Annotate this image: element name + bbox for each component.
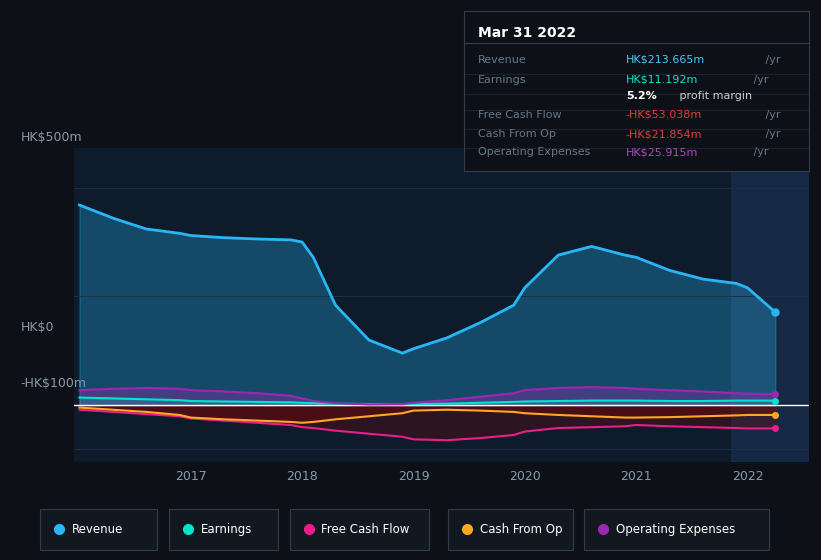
Text: 5.2%: 5.2%: [626, 91, 657, 101]
Text: /yr: /yr: [763, 110, 781, 120]
Text: -HK$21.854m: -HK$21.854m: [626, 129, 703, 139]
Text: HK$500m: HK$500m: [21, 130, 82, 144]
Text: Revenue: Revenue: [478, 55, 526, 65]
Text: -HK$53.038m: -HK$53.038m: [626, 110, 702, 120]
Text: Mar 31 2022: Mar 31 2022: [478, 26, 576, 40]
FancyBboxPatch shape: [290, 509, 429, 550]
Text: /yr: /yr: [763, 129, 781, 139]
Text: Earnings: Earnings: [200, 522, 252, 536]
FancyBboxPatch shape: [585, 509, 769, 550]
Text: Revenue: Revenue: [72, 522, 123, 536]
Text: Earnings: Earnings: [478, 75, 526, 85]
FancyBboxPatch shape: [448, 509, 573, 550]
FancyBboxPatch shape: [169, 509, 278, 550]
Text: HK$25.915m: HK$25.915m: [626, 147, 699, 157]
Text: HK$213.665m: HK$213.665m: [626, 55, 705, 65]
FancyBboxPatch shape: [40, 509, 158, 550]
Text: HK$0: HK$0: [21, 321, 54, 334]
Text: Cash From Op: Cash From Op: [478, 129, 556, 139]
Text: /yr: /yr: [750, 147, 768, 157]
Text: HK$11.192m: HK$11.192m: [626, 75, 699, 85]
Bar: [731, 148, 809, 462]
Text: /yr: /yr: [763, 55, 781, 65]
Text: Operating Expenses: Operating Expenses: [616, 522, 735, 536]
Text: Free Cash Flow: Free Cash Flow: [321, 522, 410, 536]
Text: profit margin: profit margin: [676, 91, 752, 101]
Text: Operating Expenses: Operating Expenses: [478, 147, 590, 157]
Text: Cash From Op: Cash From Op: [480, 522, 562, 536]
Text: Free Cash Flow: Free Cash Flow: [478, 110, 562, 120]
Text: /yr: /yr: [750, 75, 768, 85]
Text: -HK$100m: -HK$100m: [21, 377, 86, 390]
